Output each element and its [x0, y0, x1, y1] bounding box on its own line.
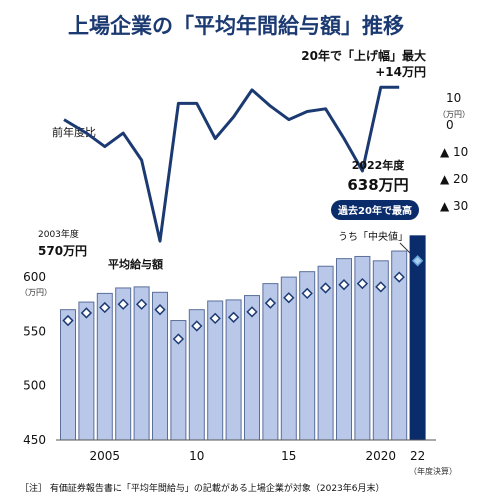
median-marker — [209, 312, 221, 325]
x-tick-label: 10 — [189, 449, 204, 463]
median-label: うち「中央値」 — [338, 230, 408, 243]
yoy-series-line — [63, 85, 400, 243]
annotation-fy2022-value: 638万円 — [347, 176, 408, 194]
annotation-max-increase-line1: 20年で「上げ幅」最大 — [301, 48, 426, 63]
yoy-series-label: 前年度比 — [52, 125, 96, 139]
x-tick-label: 15 — [281, 449, 296, 463]
yoy-tick-label: 0 — [446, 118, 454, 132]
footnote: ［注］ 有価証券報告書に「平均年間給与」の記載がある上場企業が対象（2023年6… — [20, 482, 385, 494]
chart-title: 上場企業の「平均年間給与額」推移 — [68, 14, 404, 38]
x-tick-label: 2005 — [90, 449, 121, 463]
x-axis-ticks: 2005 10 15 2020 22 — [90, 449, 426, 463]
median-marker — [191, 320, 203, 332]
median-marker — [301, 287, 313, 300]
annotation-fy2003-value: 570万円 — [38, 244, 87, 258]
yoy-axis-ticks: 10 0 ▲ 10 ▲ 20 ▲ 30 — [440, 91, 468, 213]
y-unit-label: （万円） — [20, 288, 52, 297]
median-marker — [154, 304, 166, 316]
record-badge-text: 過去20年で最高 — [337, 204, 412, 217]
median-marker — [393, 271, 405, 283]
median-marker — [117, 298, 129, 310]
yoy-tick-label: ▲ 20 — [440, 172, 468, 186]
median-marker — [227, 311, 240, 323]
salary-bar — [60, 309, 76, 441]
y-axis-ticks: 450 500 550 600 — [23, 270, 46, 447]
median-marker — [62, 314, 74, 327]
y-tick-label: 600 — [23, 270, 46, 284]
annotation-max-increase-line2: +14万円 — [375, 65, 426, 79]
median-marker — [356, 277, 369, 290]
y-tick-label: 500 — [23, 379, 46, 393]
median-marker — [80, 307, 93, 319]
x-unit-note: （年度決算） — [409, 466, 457, 476]
bar-series-label: 平均給与額 — [108, 257, 163, 271]
yoy-tick-label: 10 — [446, 91, 461, 105]
median-marker — [319, 282, 332, 294]
median-leader-line — [399, 242, 412, 255]
salary-bar — [96, 292, 113, 441]
median-marker — [135, 298, 148, 310]
annotation-fy2003-year: 2003年度 — [38, 228, 79, 240]
median-marker — [375, 281, 387, 293]
salary-bar — [78, 301, 95, 441]
salary-bars — [60, 235, 426, 441]
salary-bar — [115, 287, 132, 441]
y-tick-label: 450 — [23, 433, 46, 447]
median-marker — [338, 279, 350, 291]
median-marker — [264, 297, 277, 309]
x-tick-label: 2020 — [366, 449, 397, 463]
record-badge-bg — [331, 200, 419, 220]
median-marker — [246, 306, 258, 318]
median-marker — [99, 301, 111, 314]
yoy-tick-label: ▲ 10 — [440, 145, 468, 159]
median-marker — [283, 292, 295, 304]
yoy-unit-label: （万円） — [438, 110, 470, 119]
median-markers — [62, 255, 424, 345]
median-marker — [411, 255, 424, 267]
y-tick-label: 550 — [23, 324, 46, 338]
annotation-fy2022-year: 2022年度 — [352, 158, 406, 172]
median-marker — [172, 333, 185, 345]
yoy-tick-label: ▲ 30 — [440, 199, 468, 213]
x-tick-label: 22 — [410, 449, 425, 463]
